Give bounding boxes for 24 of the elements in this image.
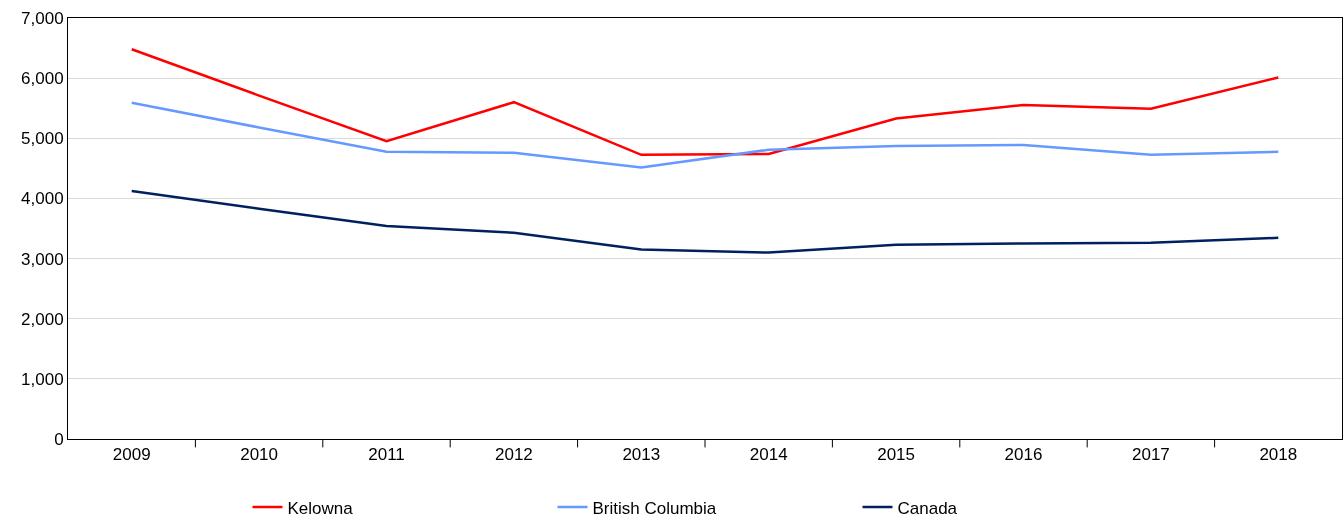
y-tick-label: 1,000	[21, 369, 64, 389]
x-tick-label: 2018	[1259, 445, 1298, 465]
x-tick-label: 2010	[240, 445, 279, 465]
y-tick-label: 3,000	[21, 249, 64, 269]
x-tick-label: 2013	[622, 445, 661, 465]
y-tick-label: 2,000	[21, 309, 64, 329]
y-tick-label: 0	[54, 429, 64, 449]
line-series	[130, 101, 1280, 169]
x-tick-label: 2011	[368, 445, 405, 465]
y-tick-label: 4,000	[21, 189, 64, 209]
x-tick-label: 2009	[112, 445, 151, 465]
x-tick-label: 2016	[1004, 445, 1043, 465]
legend-label: Canada	[897, 498, 958, 518]
y-tick-label: 7,000	[21, 8, 64, 28]
line-series	[130, 48, 1280, 157]
line-series	[130, 189, 1280, 254]
y-tick-label: 6,000	[21, 69, 64, 89]
y-tick-label: 5,000	[21, 129, 64, 149]
x-tick-label: 2017	[1131, 445, 1170, 465]
x-tick-label: 2014	[749, 445, 788, 465]
x-tick-label: 2012	[494, 445, 533, 465]
legend-label: British Columbia	[592, 498, 717, 518]
x-tick-label: 2015	[877, 445, 916, 465]
legend-label: Kelowna	[287, 498, 354, 518]
